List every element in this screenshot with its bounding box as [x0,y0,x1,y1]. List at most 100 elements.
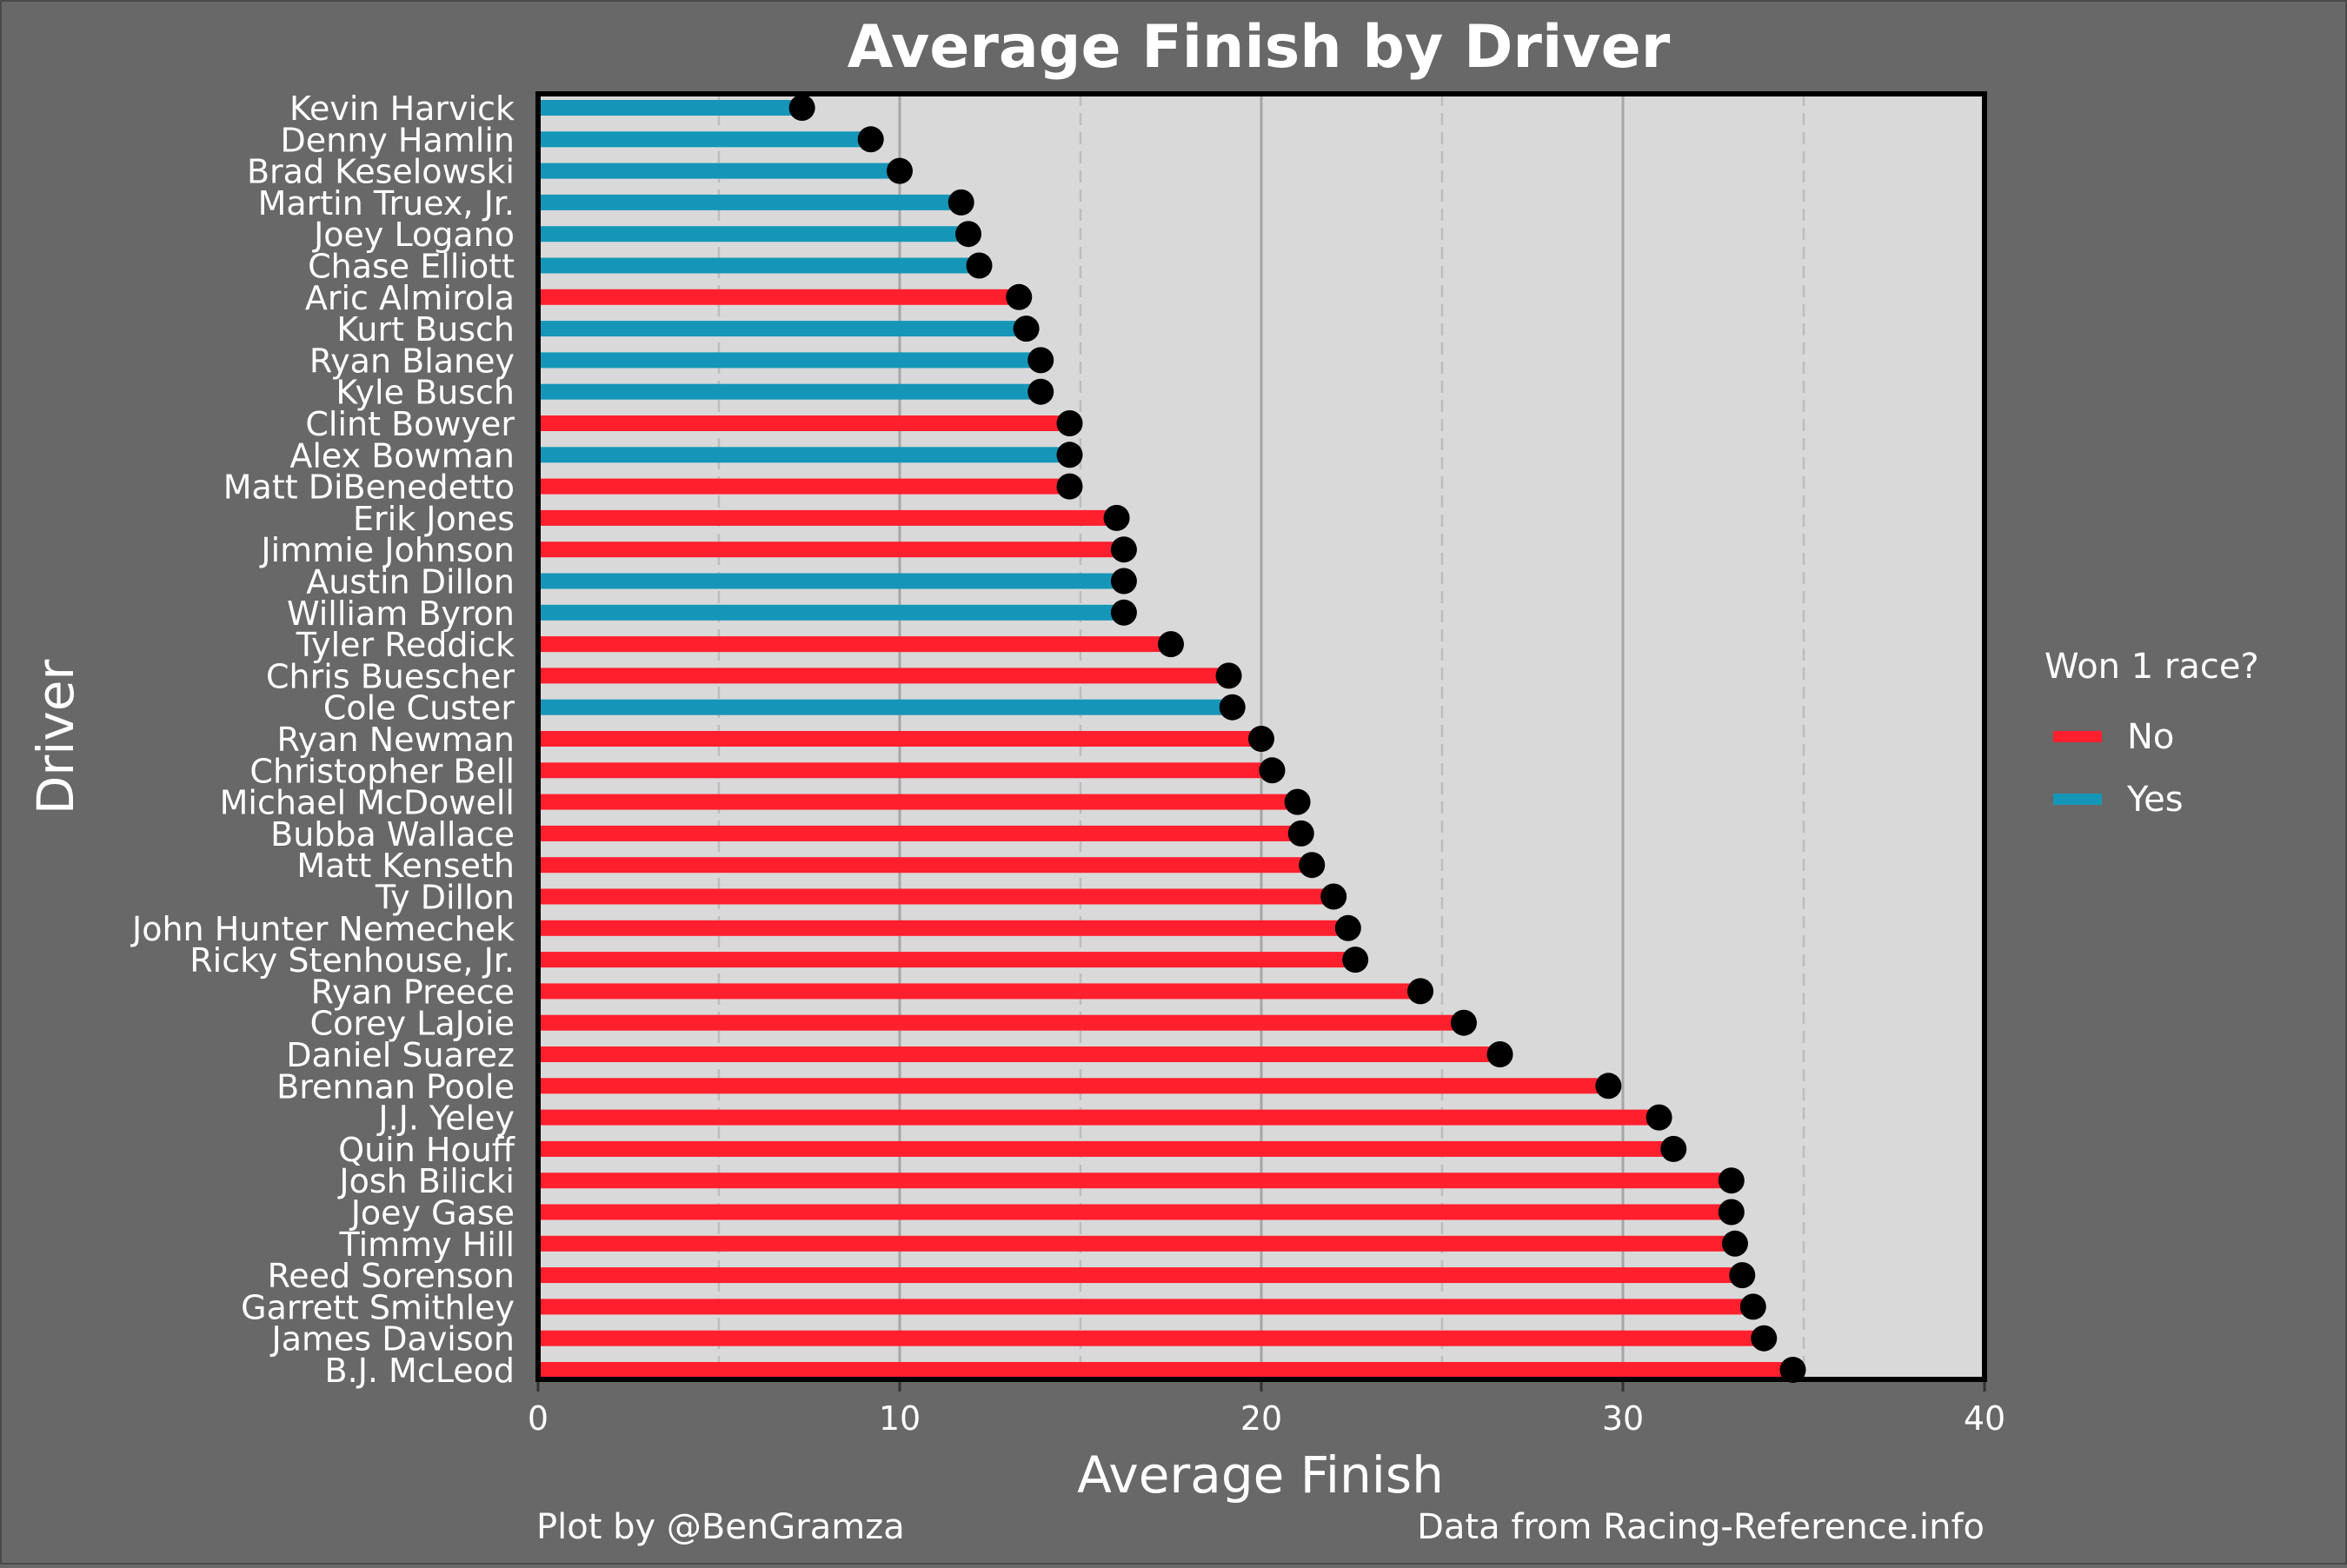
point [1110,536,1137,563]
y-tick-label: Matt DiBenedetto [223,468,515,507]
y-tick-label: Reed Sorenson [268,1257,515,1295]
point [1407,978,1434,1005]
point [788,95,815,121]
y-tick-label: Garrett Smithley [241,1288,515,1326]
y-tick-label: Aric Almirola [305,279,515,317]
bar [538,415,1070,431]
point [1287,820,1314,847]
bar [538,920,1348,936]
y-tick-label: Joey Logano [312,216,515,254]
y-tick-label: Cole Custer [323,689,515,728]
point [1056,410,1083,436]
y-tick-label: Denny Hamlin [281,121,515,159]
caption-left: Plot by @BenGramza [536,1507,905,1547]
bar [538,226,969,243]
y-tick-label: B.J. McLeod [325,1352,515,1390]
point [1486,1041,1513,1067]
y-axis-label: Driver [26,660,85,815]
bar [538,447,1070,463]
x-tick-label: 40 [1964,1399,2005,1438]
bar [538,636,1171,653]
y-tick-label: Josh Bilicki [337,1162,515,1200]
point [857,126,884,153]
y-tick-label: John Hunter Nemechek [130,910,515,948]
bar [538,383,1041,400]
bar [538,699,1233,715]
bar [538,1299,1753,1315]
point [1342,947,1369,973]
y-tick-label: Ricky Stenhouse, Jr. [189,941,515,980]
bar [538,1235,1735,1252]
point [1721,1230,1748,1257]
point [1027,347,1054,374]
y-tick-label: Jimmie Johnson [259,531,515,569]
bar [538,1204,1732,1220]
bar [538,1267,1743,1284]
bar [538,731,1261,747]
point [966,252,993,279]
bar [538,289,1020,305]
y-tick-label: William Byron [287,595,515,633]
caption-right: Data from Racing-Reference.info [1417,1507,1985,1547]
y-tick-label: Bubba Wallace [270,815,515,854]
x-axis-label: Average Finish [1077,1445,1444,1505]
legend-label-no: No [2127,717,2174,757]
bar [538,541,1124,558]
bar [538,825,1301,841]
bar [538,668,1229,684]
y-tick-label: Chase Elliott [308,248,515,286]
y-tick-label: Daniel Suarez [286,1036,515,1074]
point [1110,568,1137,595]
y-tick-label: Ryan Preece [311,973,515,1011]
point [1284,788,1311,815]
point [1259,757,1286,784]
bar [538,983,1421,1000]
bar [538,1109,1659,1126]
y-tick-label: Brad Keselowski [247,153,515,191]
x-tick-labels: 0 10 20 30 40 [528,1382,2005,1438]
bar [538,1330,1765,1346]
point [1751,1325,1778,1352]
point [1739,1293,1766,1320]
y-tick-label: Austin Dillon [306,563,515,601]
point [887,157,913,184]
y-tick-label: J.J. Yeley [376,1100,515,1138]
y-tick-label: James Davison [270,1320,515,1359]
y-tick-label: Chris Buescher [266,657,515,695]
y-tick-label: Tyler Reddick [296,626,515,664]
legend-label-yes: Yes [2126,780,2184,820]
bar [538,1014,1464,1031]
legend: Won 1 race? No Yes [2044,647,2259,820]
point [1056,442,1083,468]
point [1158,631,1184,658]
y-tick-label: Kurt Busch [336,310,515,349]
points [788,95,1806,1383]
y-tick-label: Quin Houff [338,1131,515,1169]
legend-title: Won 1 race? [2044,647,2259,687]
bar [538,1046,1500,1062]
point [1450,1009,1477,1036]
y-tick-label: Timmy Hill [339,1226,515,1264]
point [1779,1357,1806,1383]
y-tick-label: Joey Gase [349,1194,515,1232]
point [1718,1167,1745,1194]
y-tick-label: Michael McDowell [220,784,515,822]
x-tick-label: 10 [879,1399,921,1438]
legend-key-no [2053,731,2102,742]
bar [538,888,1334,905]
y-tick-label: Kevin Harvick [289,90,515,128]
point [1718,1199,1745,1226]
bar [538,794,1298,810]
point [1056,473,1083,500]
point [1006,283,1033,310]
point [955,221,982,248]
point [1103,504,1130,531]
bar [538,163,900,179]
bar [538,1362,1793,1378]
bar [538,509,1117,526]
point [1646,1104,1672,1131]
point [1320,883,1347,910]
bar [538,952,1356,968]
